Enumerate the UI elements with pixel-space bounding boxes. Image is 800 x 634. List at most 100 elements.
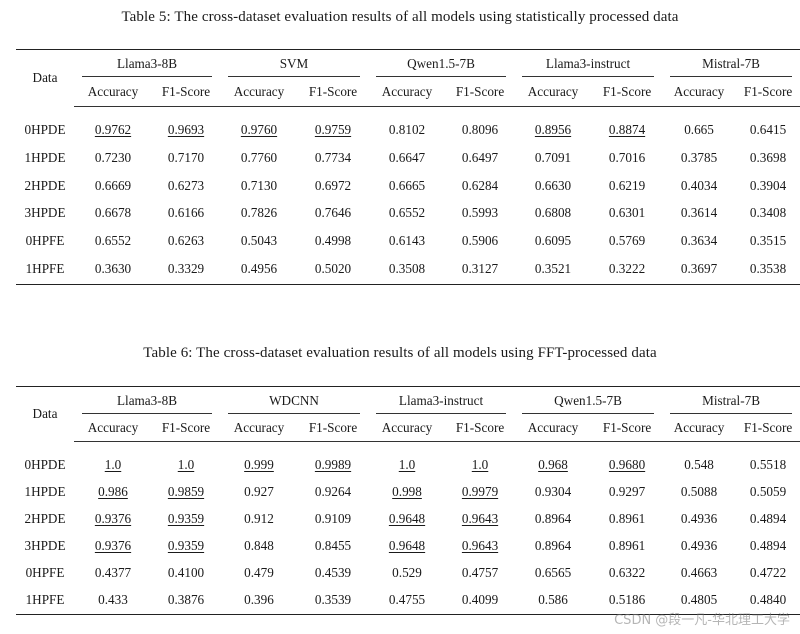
table-row: 3HPDE 0.9376 0.9359 0.848 0.8455 0.9648 0.9643…	[16, 533, 800, 560]
table-cell: 0.479	[244, 565, 274, 580]
metric-header: Accuracy	[220, 415, 298, 442]
model-header: Llama3-8B	[74, 386, 220, 416]
table-cell: 0.6630	[534, 177, 572, 193]
table-row: 1HPDE 0.7230 0.7170 0.7760 0.7734 0.6647 0.649…	[16, 145, 800, 173]
table-cell: 1.0	[471, 456, 489, 472]
table-cell: 0.999	[244, 456, 274, 472]
table-cell: 0.5088	[680, 484, 718, 499]
table-5-caption: Table 5: The cross-dataset evaluation re…	[121, 9, 679, 25]
table-cell: 0.548	[684, 456, 714, 472]
table-cell: 0.3614	[680, 205, 718, 221]
table-cell: 0.7091	[534, 150, 572, 166]
table-cell: 0.912	[244, 511, 274, 526]
table-cell: 0.9304	[534, 484, 572, 499]
table-cell: 0.5518	[749, 456, 787, 472]
table-cell: 0.4894	[749, 538, 787, 553]
table-cell: 0.5043	[240, 232, 278, 248]
table-cell: 0.665	[684, 122, 714, 138]
table-cell: 0.4805	[662, 586, 737, 615]
metric-header: Accuracy	[74, 78, 152, 107]
table-cell: 0.3538	[736, 254, 800, 285]
table-cell: 0.4757	[461, 565, 499, 580]
table-cell: 0.8102	[388, 122, 426, 138]
table-cell: 0.6972	[314, 177, 352, 193]
table-cell: 0.9693	[167, 122, 205, 138]
table-cell: 1.0	[104, 456, 122, 472]
table-cell: 0.5769	[608, 232, 646, 248]
table-cell: 0.3697	[662, 254, 737, 285]
table-cell: 0.7130	[240, 177, 278, 193]
table-cell: 0.3785	[680, 150, 718, 166]
row-label: 1HPDE	[24, 484, 66, 499]
metric-header: Accuracy	[220, 78, 298, 107]
table-cell: 0.7646	[314, 205, 352, 221]
table-cell: 0.586	[514, 586, 593, 615]
table-cell: 0.6565	[534, 565, 572, 580]
table-cell: 0.6552	[388, 205, 426, 221]
table-cell: 0.4377	[94, 565, 132, 580]
table-cell: 0.4099	[446, 586, 515, 615]
table-row: 0HPDE 0.9762 0.9693 0.9760 0.9759 0.8102 0.809…	[16, 107, 800, 145]
table-row: 2HPDE 0.6669 0.6273 0.7130 0.6972 0.6665 0.628…	[16, 172, 800, 200]
table-cell: 0.9760	[240, 122, 278, 138]
table-6-caption: Table 6: The cross-dataset evaluation re…	[143, 345, 657, 361]
table-cell: 0.6415	[749, 122, 787, 138]
table-cell: 0.4663	[680, 565, 718, 580]
table-cell: 0.9359	[167, 511, 205, 526]
row-label: 3HPDE	[24, 538, 66, 553]
watermark: CSDN @段一凡-华北理工大学	[614, 613, 790, 628]
metric-header: F1-Score	[592, 78, 663, 107]
table-cell: 0.6322	[608, 565, 646, 580]
metric-header: F1-Score	[592, 415, 663, 442]
table-cell: 0.998	[392, 484, 422, 499]
table-cell: 0.4998	[314, 232, 352, 248]
table-cell: 0.4936	[680, 538, 718, 553]
table-cell: 0.5906	[461, 232, 499, 248]
table-cell: 0.6647	[388, 150, 426, 166]
table-cell: 0.986	[98, 484, 128, 499]
table-cell: 0.8961	[608, 538, 646, 553]
table-cell: 0.5186	[592, 586, 663, 615]
table-cell: 0.9376	[94, 538, 132, 553]
table-cell: 0.9376	[94, 511, 132, 526]
row-label: 1HPDE	[24, 150, 66, 166]
table-cell: 0.3515	[749, 232, 787, 248]
table-cell: 0.7734	[314, 150, 352, 166]
metric-header: Accuracy	[514, 78, 593, 107]
table-row: 0HPFE 0.6552 0.6263 0.5043 0.4998 0.6143 0.590…	[16, 227, 800, 255]
table-cell: 0.6808	[534, 205, 572, 221]
table-row: 2HPDE 0.9376 0.9359 0.912 0.9109 0.9648 0.9643…	[16, 506, 800, 533]
row-label: 0HPFE	[25, 565, 65, 580]
table-cell: 0.8964	[534, 538, 572, 553]
table-cell: 0.6497	[461, 150, 499, 166]
table-cell: 0.9297	[608, 484, 646, 499]
row-label: 2HPDE	[24, 511, 66, 526]
metric-header: Accuracy	[662, 78, 737, 107]
table-cell: 0.433	[74, 586, 152, 615]
table-cell: 0.927	[244, 484, 274, 499]
metric-header: F1-Score	[446, 415, 515, 442]
table-cell: 0.6263	[167, 232, 205, 248]
table-cell: 0.3630	[74, 254, 152, 285]
table-cell: 0.6143	[388, 232, 426, 248]
row-label: 1HPFE	[16, 586, 74, 615]
table-row: 0HPFE 0.4377 0.4100 0.479 0.4539 0.529 0.4757 0…	[16, 560, 800, 587]
table-cell: 0.8956	[534, 122, 572, 138]
metric-header: F1-Score	[152, 415, 220, 442]
table-cell: 0.3408	[749, 205, 787, 221]
table-cell: 0.3222	[592, 254, 663, 285]
table-cell: 0.4956	[220, 254, 298, 285]
metric-header: F1-Score	[446, 78, 515, 107]
table-cell: 0.4755	[368, 586, 447, 615]
model-header: SVM	[220, 49, 368, 79]
table-cell: 0.4034	[680, 177, 718, 193]
table-cell: 0.6284	[461, 177, 499, 193]
table-cell: 0.6095	[534, 232, 572, 248]
table-cell: 0.4722	[749, 565, 787, 580]
table-cell: 0.9359	[167, 538, 205, 553]
metric-header: F1-Score	[298, 78, 368, 107]
table-cell: 1.0	[177, 456, 195, 472]
table-cell: 0.5993	[461, 205, 499, 221]
table-6: Data Llama3-8B WDCNN Llama3-instruct Qwen1.…	[16, 386, 800, 615]
table-row: 1HPFE 0.3630 0.3329 0.4956 0.5020 0.3508 0.312…	[16, 254, 800, 285]
